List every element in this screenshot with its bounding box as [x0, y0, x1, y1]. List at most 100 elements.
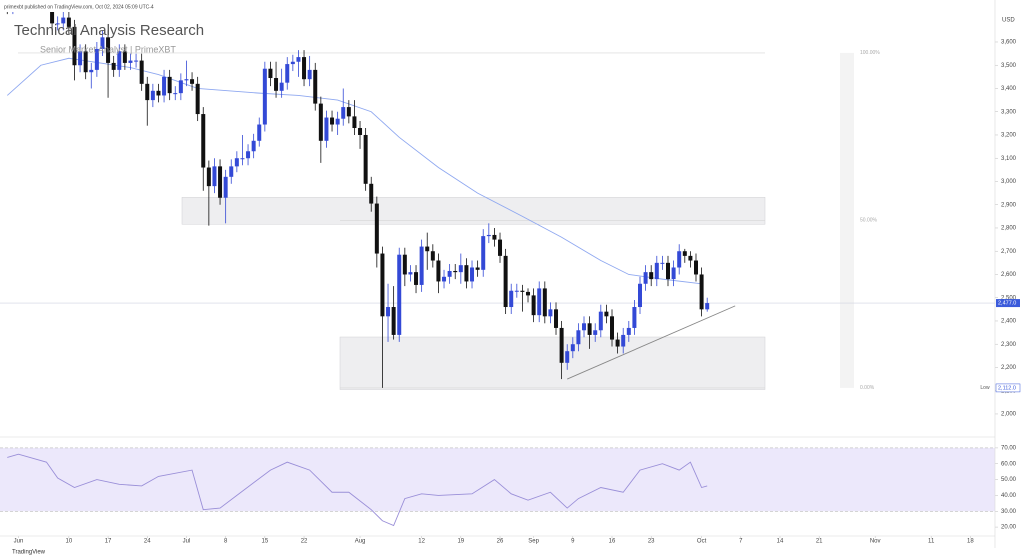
- candle-body: [358, 128, 363, 135]
- candle-body: [184, 79, 189, 81]
- y-tick-label: 3,000: [1001, 179, 1017, 185]
- candle-body: [632, 307, 637, 328]
- y-tick-label: 3,400: [1001, 86, 1017, 92]
- candle-body: [72, 26, 77, 66]
- candle-body: [688, 255, 693, 261]
- fib-label: 50.00%: [860, 218, 878, 224]
- candle-body: [682, 251, 687, 256]
- trendline: [567, 305, 736, 380]
- candle-body: [453, 270, 458, 273]
- candle-body: [498, 239, 503, 256]
- x-tick-label: 12: [418, 539, 425, 545]
- candle-body: [470, 267, 475, 282]
- candle-body: [654, 262, 659, 280]
- x-tick-label: Jul: [183, 539, 191, 545]
- x-tick-label: 8: [224, 539, 228, 545]
- candle-body: [89, 69, 94, 73]
- price-pane: [0, 12, 995, 390]
- candle-body: [481, 236, 486, 270]
- candle-body: [391, 307, 396, 335]
- rsi-tick-label: 50.00: [1001, 477, 1017, 483]
- candle-body: [397, 254, 402, 335]
- candle-body: [106, 37, 111, 63]
- candle-body: [346, 107, 351, 117]
- x-tick-label: 9: [571, 539, 575, 545]
- candle-body: [699, 274, 704, 310]
- candle-body: [262, 68, 267, 125]
- candle-body: [279, 82, 284, 91]
- candle-body: [671, 267, 676, 280]
- candle-body: [145, 83, 150, 101]
- candle-body: [100, 37, 105, 49]
- candle-body: [665, 262, 670, 280]
- candle-body: [302, 57, 307, 80]
- candle-body: [201, 114, 206, 168]
- candle-body: [414, 272, 419, 285]
- candle-body: [587, 323, 592, 335]
- candle-body: [598, 311, 603, 331]
- candle-body: [458, 265, 463, 273]
- candle-body: [576, 330, 581, 345]
- y-tick-label: 2,500: [1001, 295, 1017, 301]
- candle-body: [352, 116, 357, 129]
- candle-body: [442, 276, 447, 282]
- y-tick-label: 3,100: [1001, 156, 1017, 162]
- candle-body: [537, 288, 542, 316]
- candle-body: [190, 79, 195, 84]
- candle-body: [626, 327, 631, 335]
- rsi-line: [7, 453, 708, 527]
- candle-body: [425, 246, 430, 252]
- x-tick-label: 18: [967, 539, 974, 545]
- y-tick-label: 2,300: [1001, 342, 1017, 348]
- candle-body: [408, 272, 413, 275]
- x-tick-label: Sep: [528, 539, 539, 545]
- candle-body: [268, 68, 273, 79]
- candle-body: [83, 51, 88, 73]
- fib-range: [840, 52, 854, 388]
- candle-body: [330, 117, 335, 125]
- candle-body: [509, 290, 514, 308]
- y-tick-label: 2,400: [1001, 319, 1017, 325]
- candle-body: [150, 90, 155, 101]
- candle-body: [570, 344, 575, 352]
- candle-body: [486, 234, 491, 237]
- candle-body: [167, 76, 172, 94]
- last-price-label: 2,477.0: [998, 301, 1016, 307]
- candle-body: [554, 309, 559, 328]
- candle-body: [162, 76, 167, 96]
- y-tick-label: 3,200: [1001, 133, 1017, 139]
- candle-body: [610, 316, 615, 340]
- x-tick-label: 14: [777, 539, 784, 545]
- y-tick-label: 2,700: [1001, 249, 1017, 255]
- candle-body: [531, 295, 536, 316]
- x-tick-label: 22: [301, 539, 308, 545]
- fib-label: 100.00%: [860, 50, 880, 56]
- title: Technical Analysis Research: [14, 22, 204, 39]
- y-tick-label: 2,600: [1001, 272, 1017, 278]
- candle-body: [677, 251, 682, 268]
- subtitle: Senior Market Analyst | PrimeXBT: [40, 44, 176, 54]
- candle-body: [240, 158, 245, 160]
- candle-body: [593, 330, 598, 335]
- y-tick-label: 3,300: [1001, 109, 1017, 115]
- y-tick-label: 2,800: [1001, 226, 1017, 232]
- y-tick-label: 2,900: [1001, 202, 1017, 208]
- candle-body: [55, 23, 60, 25]
- x-tick-label: 19: [457, 539, 464, 545]
- y-tick-label: 2,000: [1001, 412, 1017, 418]
- rsi-tick-label: 60.00: [1001, 461, 1017, 467]
- y-tick-label: 3,500: [1001, 63, 1017, 69]
- candle-body: [430, 251, 435, 261]
- zone: [181, 197, 766, 225]
- candle-body: [296, 57, 301, 62]
- candle-body: [324, 117, 329, 141]
- candle-body: [436, 260, 441, 282]
- candle-body: [582, 323, 587, 331]
- rsi-pane: [0, 447, 995, 527]
- candle-body: [117, 51, 122, 70]
- candle-body: [318, 103, 323, 141]
- rsi-tick-label: 30.00: [1001, 509, 1017, 515]
- candle-body: [526, 291, 531, 296]
- candle-body: [492, 234, 497, 240]
